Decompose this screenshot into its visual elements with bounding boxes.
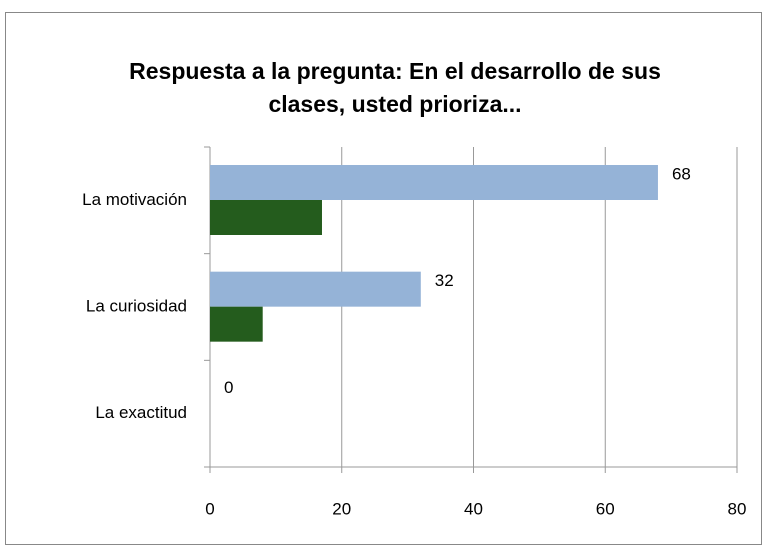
x-tick-label: 80 bbox=[728, 499, 747, 518]
bar bbox=[210, 306, 263, 342]
y-tick-label: La curiosidad bbox=[86, 296, 187, 315]
x-tick-label: 60 bbox=[596, 499, 615, 518]
bar bbox=[210, 200, 322, 235]
y-tick-label: La motivación bbox=[82, 190, 187, 209]
x-tick-label: 0 bbox=[205, 499, 214, 518]
y-tick-label: La exactitud bbox=[95, 403, 187, 422]
chart-title: Respuesta a la pregunta: En el desarroll… bbox=[129, 58, 661, 117]
x-tick-label: 40 bbox=[464, 499, 483, 518]
bar bbox=[210, 165, 658, 200]
data-label: 32 bbox=[435, 271, 454, 290]
data-label: 0 bbox=[224, 378, 233, 397]
x-tick-label: 20 bbox=[332, 499, 351, 518]
data-label: 68 bbox=[672, 164, 691, 183]
bar bbox=[210, 271, 421, 307]
